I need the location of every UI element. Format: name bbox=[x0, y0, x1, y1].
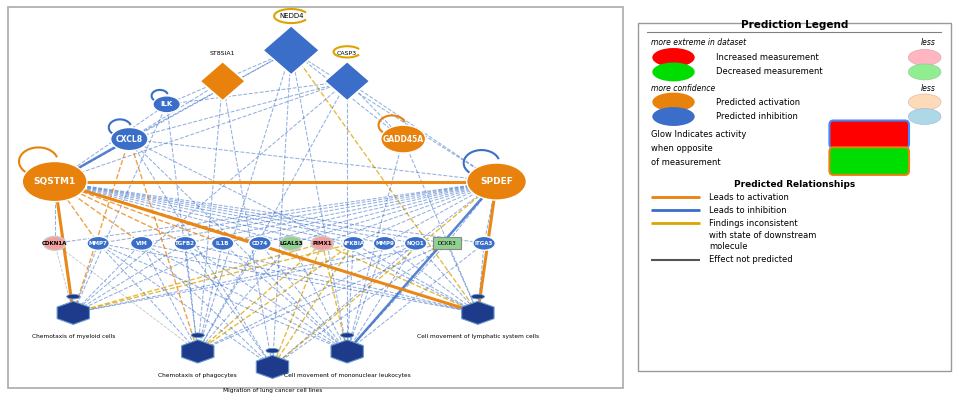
Polygon shape bbox=[324, 61, 370, 101]
Ellipse shape bbox=[130, 236, 153, 250]
Ellipse shape bbox=[652, 93, 695, 112]
Ellipse shape bbox=[249, 236, 271, 250]
Ellipse shape bbox=[211, 236, 234, 250]
Ellipse shape bbox=[467, 163, 527, 200]
Ellipse shape bbox=[908, 64, 941, 80]
Ellipse shape bbox=[404, 236, 427, 250]
Ellipse shape bbox=[908, 94, 941, 110]
Polygon shape bbox=[257, 355, 289, 379]
Text: less: less bbox=[921, 39, 935, 47]
Text: Chemotaxis of phagocytes: Chemotaxis of phagocytes bbox=[158, 373, 237, 378]
Ellipse shape bbox=[908, 109, 941, 125]
Polygon shape bbox=[461, 301, 494, 324]
Ellipse shape bbox=[174, 236, 197, 250]
Text: molecule: molecule bbox=[709, 242, 748, 251]
Text: Predicted activation: Predicted activation bbox=[716, 98, 800, 106]
Ellipse shape bbox=[87, 236, 109, 250]
Text: ILK: ILK bbox=[160, 101, 173, 107]
Text: of measurement: of measurement bbox=[650, 158, 720, 167]
Text: NQO1: NQO1 bbox=[407, 241, 425, 246]
Ellipse shape bbox=[381, 125, 426, 153]
Ellipse shape bbox=[652, 107, 695, 126]
Text: Cell movement of lymphatic system cells: Cell movement of lymphatic system cells bbox=[417, 334, 538, 339]
Text: with state of downstream: with state of downstream bbox=[709, 230, 816, 240]
Text: PIMX1: PIMX1 bbox=[313, 241, 332, 246]
Ellipse shape bbox=[908, 50, 941, 65]
Text: ST8SIA1: ST8SIA1 bbox=[210, 51, 235, 56]
Polygon shape bbox=[331, 340, 364, 363]
Ellipse shape bbox=[153, 96, 180, 113]
Text: Migration of lung cancer cell lines: Migration of lung cancer cell lines bbox=[223, 388, 322, 393]
Text: CASP3: CASP3 bbox=[337, 51, 357, 56]
FancyBboxPatch shape bbox=[830, 121, 909, 148]
Text: VIM: VIM bbox=[136, 241, 148, 246]
Ellipse shape bbox=[373, 236, 396, 250]
Text: Glow Indicates activity: Glow Indicates activity bbox=[650, 130, 746, 139]
Text: LGALS3: LGALS3 bbox=[279, 241, 303, 246]
Text: Leads to activation: Leads to activation bbox=[709, 193, 789, 201]
Text: Predicted inhibition: Predicted inhibition bbox=[716, 112, 798, 121]
Text: more confidence: more confidence bbox=[650, 84, 715, 93]
Ellipse shape bbox=[652, 48, 695, 67]
Ellipse shape bbox=[22, 162, 87, 202]
Text: ITGA3: ITGA3 bbox=[475, 241, 493, 246]
Text: DCKR3: DCKR3 bbox=[437, 241, 456, 246]
Ellipse shape bbox=[191, 333, 205, 338]
Text: TGFB2: TGFB2 bbox=[176, 241, 195, 246]
Text: MMP9: MMP9 bbox=[375, 241, 394, 246]
FancyBboxPatch shape bbox=[830, 147, 909, 175]
Ellipse shape bbox=[473, 236, 495, 250]
Polygon shape bbox=[181, 340, 214, 363]
Ellipse shape bbox=[343, 236, 365, 250]
FancyBboxPatch shape bbox=[432, 237, 461, 249]
FancyBboxPatch shape bbox=[638, 23, 951, 371]
Ellipse shape bbox=[341, 333, 354, 338]
Text: more extreme in dataset: more extreme in dataset bbox=[650, 39, 746, 47]
FancyBboxPatch shape bbox=[8, 7, 622, 388]
Text: CD74: CD74 bbox=[252, 241, 268, 246]
Text: NEDD4: NEDD4 bbox=[279, 13, 303, 19]
Ellipse shape bbox=[67, 294, 80, 299]
Polygon shape bbox=[200, 61, 245, 101]
Text: Leads to inhibition: Leads to inhibition bbox=[709, 206, 787, 215]
Ellipse shape bbox=[43, 236, 66, 250]
Text: IL1B: IL1B bbox=[216, 241, 230, 246]
Text: when opposite: when opposite bbox=[650, 144, 712, 153]
Text: MMP7: MMP7 bbox=[89, 241, 108, 246]
Text: Findings inconsistent: Findings inconsistent bbox=[709, 219, 798, 228]
Text: NFKBIA: NFKBIA bbox=[342, 241, 365, 246]
Text: Increased measurement: Increased measurement bbox=[716, 53, 818, 62]
Ellipse shape bbox=[280, 236, 302, 250]
Text: Chemotaxis of myeloid cells: Chemotaxis of myeloid cells bbox=[32, 334, 115, 339]
Ellipse shape bbox=[652, 63, 695, 82]
Ellipse shape bbox=[311, 236, 334, 250]
Text: SQSTM1: SQSTM1 bbox=[34, 177, 75, 186]
Ellipse shape bbox=[266, 348, 279, 353]
Text: CXCL8: CXCL8 bbox=[116, 135, 143, 143]
Text: SPDEF: SPDEF bbox=[481, 177, 513, 186]
Text: Effect not predicted: Effect not predicted bbox=[709, 255, 793, 264]
Polygon shape bbox=[262, 26, 319, 75]
Polygon shape bbox=[57, 301, 90, 324]
Text: Prediction Legend: Prediction Legend bbox=[740, 20, 848, 30]
Text: less: less bbox=[921, 84, 935, 93]
Text: CDKN1A: CDKN1A bbox=[41, 241, 68, 246]
Text: Predicted Relationships: Predicted Relationships bbox=[733, 180, 855, 189]
Ellipse shape bbox=[111, 128, 148, 151]
Ellipse shape bbox=[471, 294, 484, 299]
Text: Decreased measurement: Decreased measurement bbox=[716, 67, 822, 76]
Text: GADD45A: GADD45A bbox=[382, 135, 424, 143]
Text: Cell movement of mononuclear leukocytes: Cell movement of mononuclear leukocytes bbox=[284, 373, 410, 378]
